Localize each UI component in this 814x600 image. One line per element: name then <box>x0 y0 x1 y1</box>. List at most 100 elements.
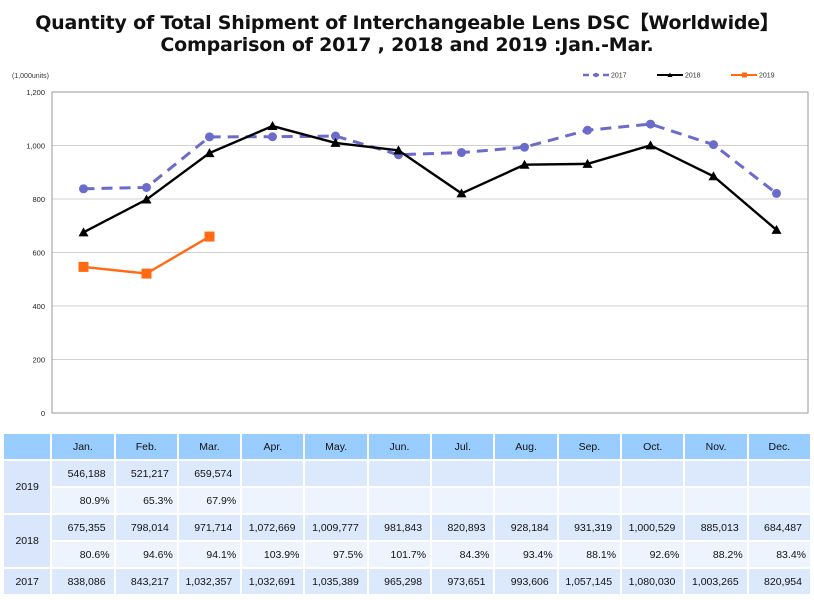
chart-title-line1: Quantity of Total Shipment of Interchang… <box>35 12 779 34</box>
ratio-cell: 88.2% <box>685 542 747 567</box>
table-row-2018-ratio: 80.6% 94.6% 94.1% 103.9% 97.5% 101.7% 84.3% 93.… <box>4 542 810 567</box>
y-tick-label: 400 <box>32 302 45 311</box>
ratio-cell <box>495 488 557 513</box>
marker-circle <box>646 119 655 129</box>
legend-marker-circle <box>593 72 599 78</box>
marker-triangle <box>456 188 467 198</box>
value-cell: 675,355 <box>52 515 114 540</box>
marker-square <box>141 268 152 279</box>
series-line-2018 <box>82 124 778 234</box>
ratio-cell <box>305 488 367 513</box>
y-tick-label: 1,000 <box>26 142 45 151</box>
value-cell <box>685 461 747 486</box>
value-cell <box>305 461 367 486</box>
ratio-cell: 67.9% <box>178 488 241 513</box>
year-label: 2019 <box>4 461 51 513</box>
value-cell: 843,217 <box>115 569 177 594</box>
marker-triangle <box>708 171 719 181</box>
value-cell: 1,032,357 <box>178 569 241 594</box>
marker-triangle <box>582 158 593 168</box>
series-line-2019 <box>83 235 211 275</box>
marker-circle <box>268 132 277 142</box>
ratio-cell <box>558 488 621 513</box>
ratio-cell: 84.3% <box>432 542 494 567</box>
month-header: Jul. <box>432 434 494 459</box>
month-header: Apr. <box>242 434 304 459</box>
table-row-2017: 2017 838,086 843,217 1,032,357 1,032,691 1,03… <box>4 569 810 594</box>
chart-title-line2: Comparison of 2017 , 2018 and 2019 :Jan.… <box>160 34 654 56</box>
y-tick-label: 800 <box>32 195 45 204</box>
ratio-cell: 80.9% <box>52 488 114 513</box>
y-tick-label: 200 <box>32 356 45 365</box>
ratio-cell: 97.5% <box>305 542 367 567</box>
marker-circle <box>583 125 592 135</box>
y-axis: 0 200 400 600 800 1,000 1,200 <box>26 88 45 418</box>
table-corner-cell <box>4 434 51 459</box>
value-cell: 1,057,145 <box>558 569 621 594</box>
value-cell: 1,035,389 <box>305 569 367 594</box>
marker-triangle <box>393 145 404 155</box>
series-2017 <box>79 119 781 198</box>
ratio-cell: 103.9% <box>242 542 304 567</box>
marker-circle <box>142 182 151 192</box>
marker-circle <box>709 140 718 150</box>
marker-triangle <box>645 140 656 150</box>
series-line-2017 <box>83 122 778 195</box>
value-cell: 971,714 <box>178 515 241 540</box>
value-cell: 931,319 <box>558 515 621 540</box>
y-tick-label: 1,200 <box>26 88 45 97</box>
ratio-cell: 101.7% <box>368 542 431 567</box>
value-cell: 659,574 <box>178 461 241 486</box>
marker-circle <box>205 132 214 142</box>
ratio-cell <box>368 488 431 513</box>
value-cell <box>242 461 304 486</box>
value-cell: 1,009,777 <box>305 515 367 540</box>
legend-marker-square <box>742 72 747 78</box>
month-header: Oct. <box>622 434 684 459</box>
year-label: 2017 <box>4 569 51 594</box>
gridlines <box>52 145 808 360</box>
value-cell <box>432 461 494 486</box>
value-cell: 1,072,669 <box>242 515 304 540</box>
legend-label-2018: 2018 <box>685 73 701 80</box>
value-cell: 820,893 <box>432 515 494 540</box>
ratio-cell <box>242 488 304 513</box>
line-chart: (1,000units) 2017 2018 2019 0 200 400 600 800 1… <box>12 72 809 418</box>
series-2018 <box>78 121 782 237</box>
y-axis-unit-label: (1,000units) <box>12 73 49 80</box>
value-cell: 1,003,265 <box>685 569 747 594</box>
ratio-cell: 93.4% <box>495 542 557 567</box>
value-cell: 973,651 <box>432 569 494 594</box>
marker-circle <box>457 148 466 158</box>
month-header: Aug. <box>495 434 557 459</box>
marker-circle <box>331 131 340 141</box>
value-cell: 965,298 <box>368 569 431 594</box>
marker-triangle <box>78 227 89 237</box>
marker-triangle <box>267 121 278 131</box>
marker-square <box>78 261 89 272</box>
y-tick-label: 600 <box>32 249 45 258</box>
month-header: Nov. <box>685 434 747 459</box>
legend: 2017 2018 2019 <box>583 72 775 80</box>
ratio-cell: 92.6% <box>622 542 684 567</box>
marker-circle <box>772 188 781 198</box>
series-group <box>78 119 782 279</box>
value-cell: 928,184 <box>495 515 557 540</box>
table-row-2019: 2019 546,188 521,217 659,574 <box>4 461 810 513</box>
value-cell: 546,188 <box>52 461 114 486</box>
value-cell: 684,487 <box>748 515 810 540</box>
ratio-cell: 80.6% <box>52 542 114 567</box>
marker-square <box>204 231 215 242</box>
legend-label-2019: 2019 <box>759 73 775 80</box>
value-cell: 798,014 <box>115 515 177 540</box>
series-2019 <box>78 231 215 279</box>
marker-triangle <box>141 194 152 204</box>
ratio-cell <box>685 488 747 513</box>
data-table: Jan. Feb. Mar. Apr. May. Jun. Jul. Aug. … <box>2 432 812 596</box>
marker-circle <box>520 142 529 152</box>
y-tick-label: 0 <box>41 409 45 418</box>
month-header: Jun. <box>368 434 431 459</box>
value-cell: 838,086 <box>52 569 114 594</box>
marker-circle <box>79 184 88 194</box>
ratio-cell: 94.1% <box>178 542 241 567</box>
